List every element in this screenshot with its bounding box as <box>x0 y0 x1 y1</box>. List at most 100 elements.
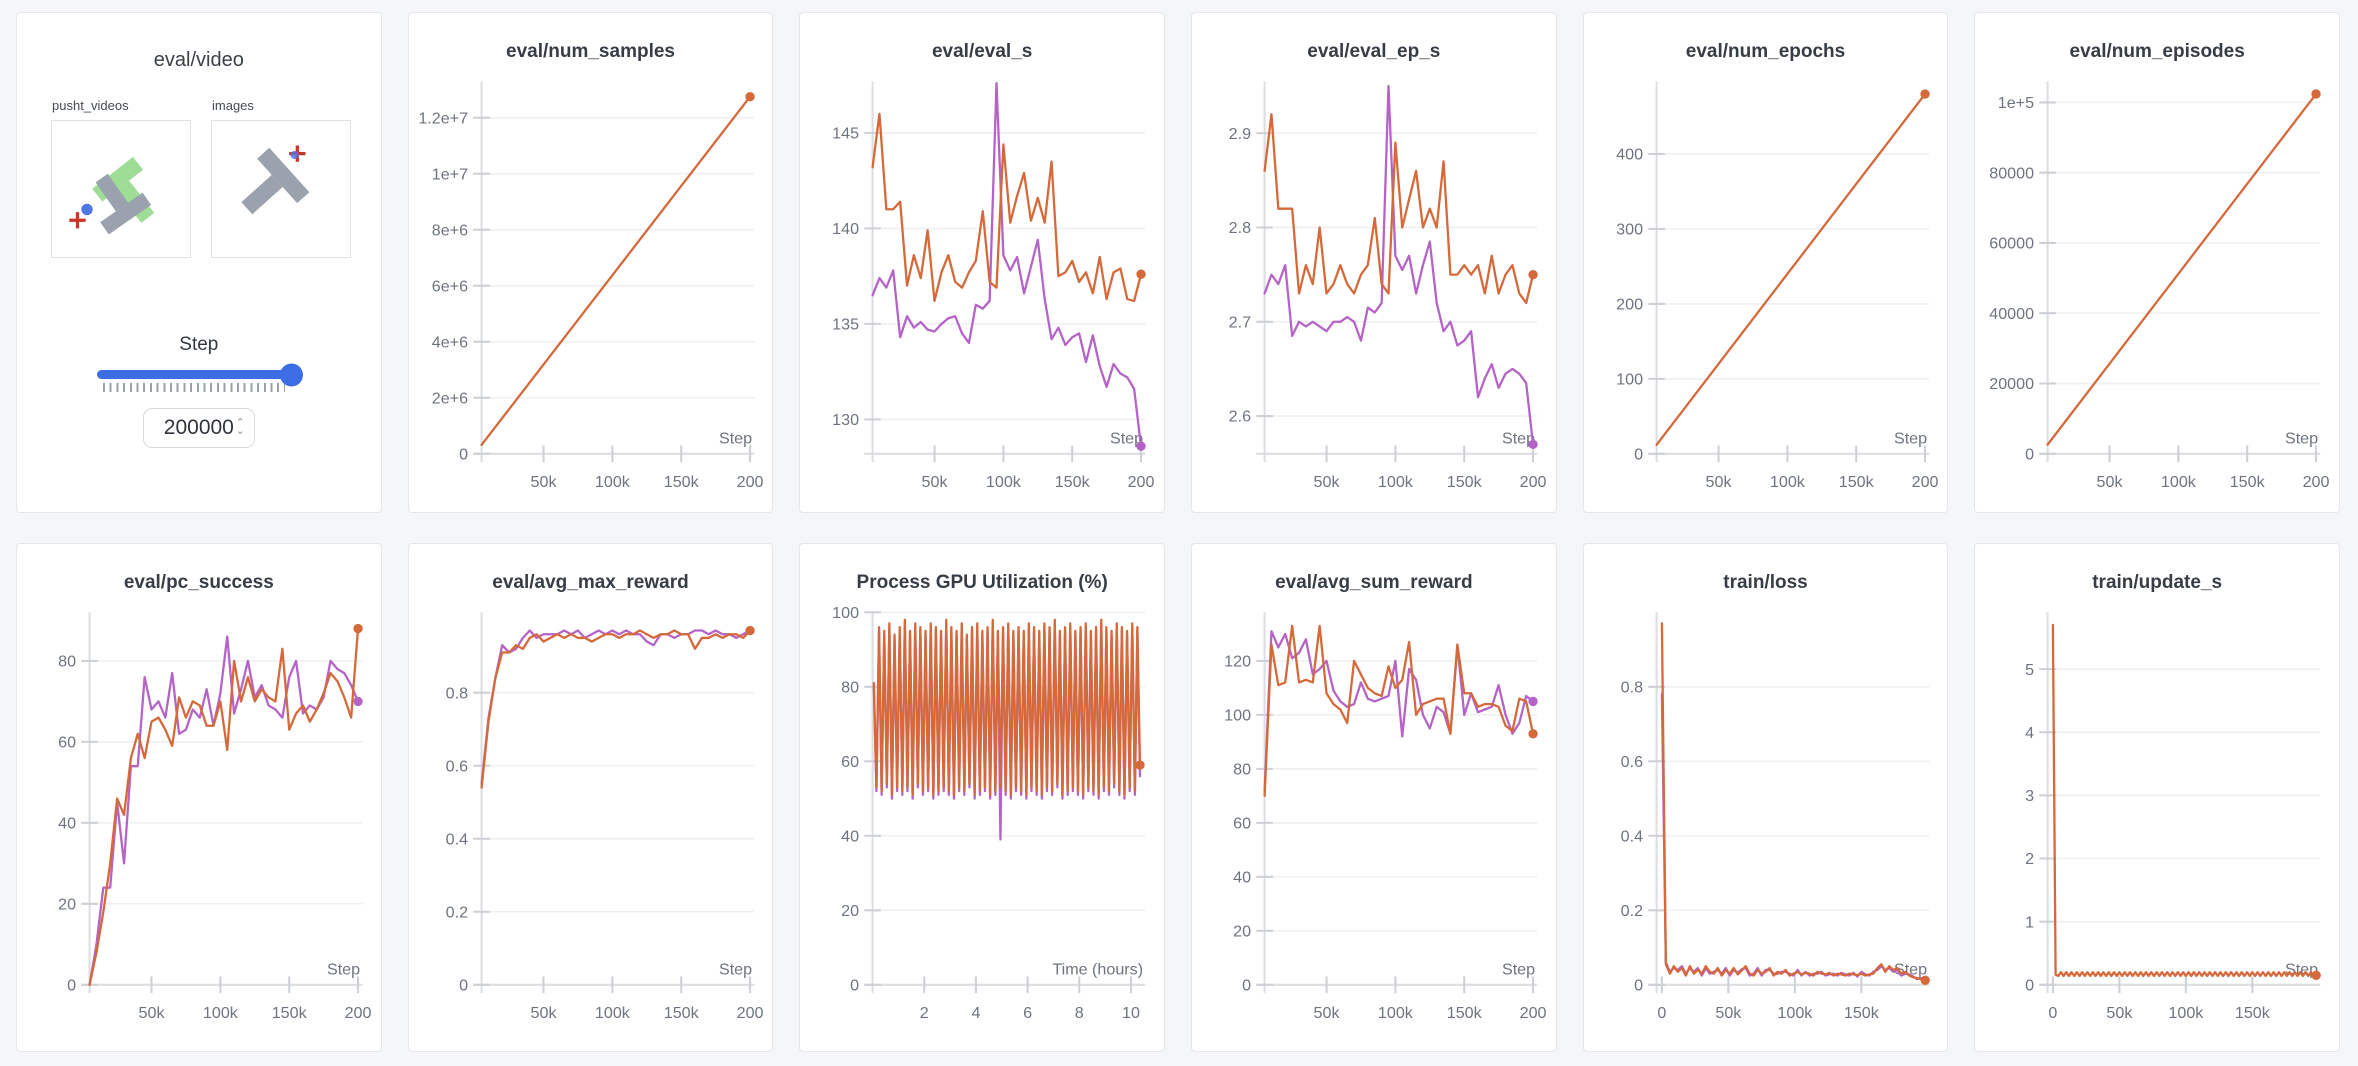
eval-num-samples-plot[interactable]: 0 2e+6 4e+6 6e+6 8e+6 1e+7 1.2e+7 50k 100k 150k 20… <box>415 73 767 508</box>
eval-num-epochs-plot[interactable]: 0 100 200 300 400 50k 100k 150k 200 Step <box>1590 73 1942 508</box>
y-tick-label: 60 <box>841 753 859 771</box>
y-tick-label: 80000 <box>1990 164 2035 182</box>
y-tick-label: 8e+6 <box>431 221 467 239</box>
process-gpu-utilization-plot[interactable]: 0 20 40 60 80 100 2 4 6 8 10 Time (hours) <box>806 604 1158 1039</box>
y-tick-label: 0 <box>1242 976 1251 994</box>
y-tick-label: 400 <box>1616 146 1643 164</box>
x-tick-label: 50k <box>922 473 949 491</box>
x-axis-label: Step <box>327 960 360 978</box>
x-axis-label: Step <box>1502 960 1535 978</box>
chart-title: eval/avg_max_reward <box>492 572 689 593</box>
x-tick-label: 150k <box>663 473 699 491</box>
y-tick-label: 40 <box>1233 868 1251 886</box>
x-tick-label: 200 <box>1911 473 1938 491</box>
x-tick-label: 150k <box>2230 473 2266 491</box>
end-point-run-purple <box>1528 439 1538 450</box>
eval-eval-s-plot[interactable]: 130 135 140 145 50k 100k 150k 200 Step <box>806 73 1158 508</box>
x-tick-label: 200 <box>736 473 763 491</box>
x-tick-label: 150k <box>1844 1004 1880 1022</box>
y-tick-label: 2.6 <box>1229 408 1251 426</box>
y-tick-label: 0.4 <box>445 830 467 848</box>
step-slider-ticks <box>102 383 285 392</box>
x-tick-label: 100k <box>2161 473 2197 491</box>
x-axis-label: Step <box>2285 429 2318 447</box>
end-point-run-orange <box>2311 970 2322 980</box>
y-tick-label: 120 <box>1224 653 1251 671</box>
y-tick-label: 0 <box>1634 445 1643 463</box>
end-point-run-orange <box>2311 89 2322 99</box>
y-tick-label: 1e+7 <box>431 165 467 183</box>
series-run-orange <box>2046 92 2318 446</box>
end-point-run-orange <box>745 92 755 102</box>
x-tick-label: 150k <box>2235 1004 2271 1022</box>
pusht-agent-dot <box>81 203 93 216</box>
panel-eval-num-samples: eval/num_samples 0 2e+6 4e+6 6e+6 8e+6 1e+7 1.2… <box>407 12 774 513</box>
x-axis-label: Step <box>719 960 752 978</box>
y-tick-label: 1e+5 <box>1998 94 2034 112</box>
step-slider-heading: Step <box>179 334 219 355</box>
panel-eval-avg-sum-reward: eval/avg_sum_reward 0 20 40 60 80 100 120 50k 100… <box>1190 543 1557 1052</box>
end-point-run-orange <box>1136 269 1147 279</box>
step-slider-handle[interactable] <box>279 363 303 386</box>
media-thumb-label: pusht_videos <box>52 98 129 113</box>
eval-avg-max-reward-plot[interactable]: 0 0.2 0.4 0.6 0.8 50k 100k 150k 200 Step <box>415 604 767 1039</box>
step-value-input[interactable] <box>162 416 235 440</box>
eval-num-episodes-plot[interactable]: 0 20000 40000 60000 80000 1e+5 50k 100k 150k 200 S… <box>1981 73 2333 508</box>
panel-train-update-s: train/update_s 0 1 2 3 4 5 0 50k 100k 150k Step <box>1974 543 2340 1052</box>
y-tick-label: 2.9 <box>1229 125 1251 143</box>
images-frame[interactable] <box>211 120 351 258</box>
y-tick-label: 135 <box>833 316 860 334</box>
x-tick-label: 0 <box>1657 1004 1666 1022</box>
y-tick-label: 80 <box>58 653 76 671</box>
pusht-video-frame[interactable] <box>51 120 191 258</box>
end-point-run-orange <box>353 623 363 634</box>
pusht-target-cross-icon <box>69 212 86 229</box>
eval-avg-max-reward-plot-area: 0 0.2 0.4 0.6 0.8 50k 100k 150k 200 Step <box>409 604 773 1039</box>
eval-pc-success-plot[interactable]: 0 20 40 60 80 50k 100k 150k 200 Step <box>23 604 375 1039</box>
step-slider-track[interactable] <box>96 363 303 386</box>
series-run-orange <box>1263 113 1535 305</box>
end-point-run-orange <box>1920 975 1930 986</box>
panel-eval-pc-success: eval/pc_success 0 20 40 60 80 50k 100k 150k 200 St… <box>16 543 382 1052</box>
series-run-orange <box>1660 622 1927 982</box>
end-point-run-orange <box>1135 760 1146 770</box>
x-tick-label: 4 <box>972 1004 981 1022</box>
eval-num-samples-plot-area: 0 2e+6 4e+6 6e+6 8e+6 1e+7 1.2e+7 50k 100k 150k 20… <box>409 73 773 508</box>
pusht-gray-t-shape <box>95 173 152 235</box>
y-tick-label: 40 <box>58 814 76 832</box>
step-decrement-icon[interactable]: ⌄ <box>235 425 245 437</box>
y-tick-label: 0.2 <box>445 903 467 921</box>
step-increment-icon[interactable]: ⌃ <box>235 417 245 429</box>
step-slider[interactable] <box>96 363 303 392</box>
y-tick-label: 0 <box>2025 445 2034 463</box>
y-tick-label: 200 <box>1616 296 1643 314</box>
y-tick-label: 0.8 <box>445 684 467 702</box>
x-tick-label: 50k <box>2097 473 2124 491</box>
eval-eval-s-plot-area: 130 135 140 145 50k 100k 150k 200 Step <box>800 73 1164 508</box>
series-run-purple <box>1263 630 1535 792</box>
eval-avg-sum-reward-plot[interactable]: 0 20 40 60 80 100 120 50k 100k 150k 200 Step <box>1198 604 1550 1039</box>
eval-eval-ep-s-plot[interactable]: 2.6 2.7 2.8 2.9 50k 100k 150k 200 Step <box>1198 73 1550 508</box>
x-tick-label: 0 <box>2049 1004 2058 1022</box>
end-point-run-purple <box>353 696 363 707</box>
end-point-run-purple <box>1136 441 1147 451</box>
y-tick-label: 0 <box>850 976 859 994</box>
y-tick-label: 20 <box>841 902 859 920</box>
x-tick-label: 50k <box>1314 473 1341 491</box>
y-tick-label: 2.7 <box>1229 313 1251 331</box>
series-run-purple <box>1660 693 1927 981</box>
panel-eval-avg-max-reward: eval/avg_max_reward 0 0.2 0.4 0.6 0.8 50k 100k 1… <box>407 543 774 1052</box>
x-tick-label: 100k <box>1378 1004 1414 1022</box>
end-point-run-purple <box>1528 696 1538 707</box>
y-tick-label: 0 <box>1634 976 1643 994</box>
y-tick-label: 20000 <box>1990 375 2035 393</box>
media-thumb-label: images <box>212 98 254 113</box>
y-tick-label: 100 <box>1224 707 1251 725</box>
y-tick-label: 0 <box>67 976 76 994</box>
pusht-agent-dot <box>290 150 299 160</box>
x-tick-label: 200 <box>1128 473 1155 491</box>
y-tick-label: 0 <box>2025 976 2034 994</box>
series-run-orange <box>88 627 360 986</box>
